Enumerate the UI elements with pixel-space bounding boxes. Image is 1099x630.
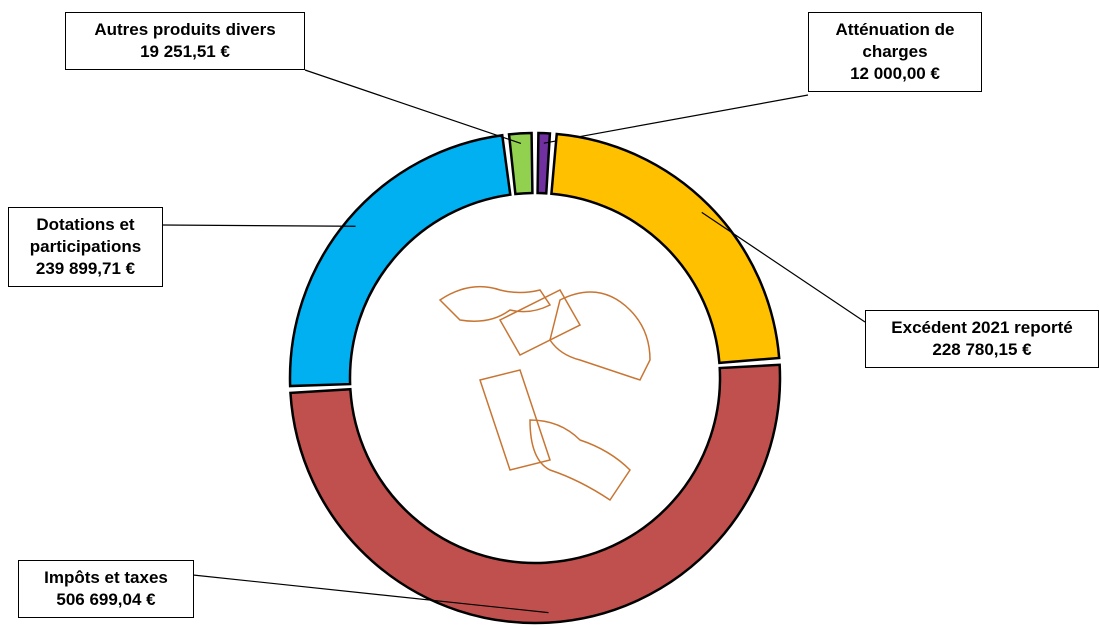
center-illustration xyxy=(440,287,650,500)
donut-segment xyxy=(509,133,532,194)
leader-line xyxy=(305,70,521,143)
value-label: 19 251,51 € xyxy=(70,41,300,63)
leader-line xyxy=(162,225,356,226)
category-label: Impôts et taxes xyxy=(23,567,189,589)
leader-line xyxy=(544,95,808,143)
category-label: Atténuation de charges xyxy=(813,19,977,63)
value-label: 506 699,04 € xyxy=(23,589,189,611)
value-label: 12 000,00 € xyxy=(813,63,977,85)
value-label: 239 899,71 € xyxy=(13,258,158,280)
category-label: Excédent 2021 reporté xyxy=(870,317,1094,339)
donut-segment xyxy=(290,135,510,386)
chart: Atténuation de charges12 000,00 € Excéden… xyxy=(0,0,1099,630)
donut-segment xyxy=(290,365,780,623)
category-label: Autres produits divers xyxy=(70,19,300,41)
donut-segment xyxy=(551,134,779,363)
value-label: 228 780,15 € xyxy=(870,339,1094,361)
category-label: Dotations et participations xyxy=(13,214,158,258)
